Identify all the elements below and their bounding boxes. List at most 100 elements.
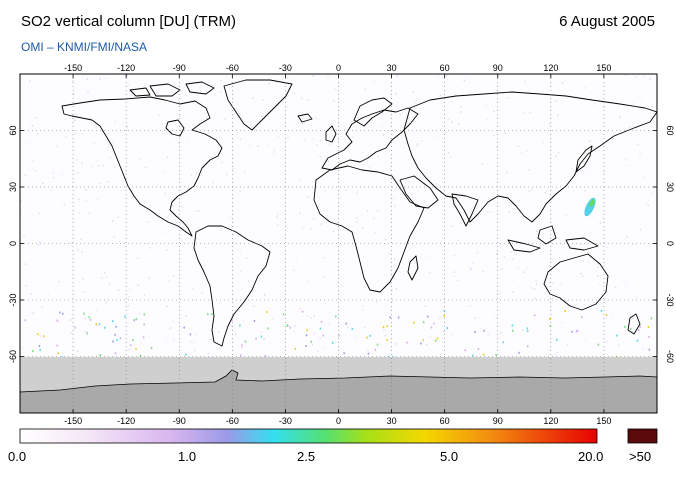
- noise-speck: [555, 100, 558, 102]
- noise-speck: [88, 118, 91, 120]
- noise-speck: [74, 132, 77, 135]
- europe-outline: [321, 107, 419, 171]
- noise-speck: [440, 316, 443, 319]
- noise-speck-south: [239, 324, 241, 327]
- noise-speck: [77, 249, 79, 251]
- noise-speck: [313, 218, 315, 220]
- noise-speck: [451, 333, 453, 335]
- noise-speck: [435, 183, 438, 185]
- noise-speck-south: [597, 343, 600, 346]
- noise-speck: [221, 161, 223, 164]
- noise-speck: [172, 275, 175, 278]
- colorbar-label-1: 1.0: [178, 449, 197, 464]
- noise-speck: [575, 303, 578, 306]
- noise-speck: [324, 189, 327, 192]
- noise-speck: [474, 317, 476, 319]
- noise-speck: [585, 170, 588, 172]
- lat-label-left: -60: [8, 350, 18, 363]
- coastlines: [61, 79, 657, 347]
- noise-speck: [239, 138, 242, 141]
- lon-label-top: -150: [64, 63, 82, 73]
- noise-speck: [319, 155, 322, 157]
- noise-speck: [81, 162, 83, 165]
- lon-label-bottom: 120: [543, 416, 558, 426]
- noise-speck-south: [576, 329, 579, 332]
- noise-speck-south: [474, 330, 476, 333]
- noise-speck: [264, 294, 266, 297]
- noise-speck: [597, 263, 599, 265]
- noise-speck: [502, 92, 504, 95]
- noise-speck: [235, 333, 237, 336]
- noise-speck: [394, 204, 396, 207]
- noise-speck: [99, 78, 101, 80]
- noise-speck-south: [366, 336, 368, 339]
- arctic-islands-2: [185, 81, 215, 95]
- noise-speck: [247, 280, 250, 282]
- noise-speck-south: [86, 332, 88, 335]
- noise-speck-south: [306, 329, 308, 332]
- noise-speck: [287, 136, 289, 139]
- noise-speck: [109, 156, 111, 159]
- noise-speck-south: [115, 325, 117, 328]
- noise-speck: [81, 251, 83, 254]
- noise-speck: [504, 132, 506, 134]
- hudson-bay: [165, 119, 185, 137]
- noise-speck: [561, 82, 563, 85]
- noise-speck: [82, 278, 84, 280]
- noise-speck-south: [420, 342, 422, 345]
- noise-speck: [503, 256, 505, 258]
- noise-speck-south: [430, 326, 433, 329]
- noise-speck: [434, 136, 436, 138]
- noise-speck: [556, 351, 558, 354]
- scandinavia: [353, 97, 393, 127]
- noise-speck: [457, 123, 460, 125]
- noise-speck: [603, 106, 605, 109]
- noise-speck: [546, 93, 548, 95]
- noise-speck: [164, 231, 166, 234]
- noise-speck: [382, 134, 385, 136]
- noise-speck: [299, 307, 302, 310]
- noise-speck: [174, 219, 177, 222]
- noise-speck-south: [56, 319, 59, 322]
- noise-speck: [287, 227, 289, 230]
- noise-speck: [327, 160, 330, 162]
- noise-speck-south: [406, 341, 408, 344]
- noise-speck: [649, 78, 651, 80]
- noise-speck: [302, 215, 304, 217]
- noise-speck-south: [119, 337, 122, 340]
- noise-speck-south: [526, 327, 528, 330]
- lat-label-right: 60: [665, 125, 675, 135]
- noise-speck: [232, 167, 235, 170]
- noise-speck: [361, 309, 364, 311]
- noise-speck: [105, 77, 107, 80]
- noise-speck: [64, 119, 67, 121]
- noise-speck: [195, 333, 198, 336]
- noise-speck: [295, 261, 297, 263]
- noise-speck: [548, 123, 551, 126]
- noise-speck: [469, 305, 471, 307]
- noise-speck: [510, 251, 513, 253]
- noise-speck: [166, 305, 168, 308]
- noise-speck: [276, 104, 279, 106]
- noise-speck: [525, 149, 528, 152]
- noise-speck-south: [647, 325, 650, 328]
- noise-speck: [609, 186, 611, 189]
- noise-speck: [399, 113, 401, 116]
- noise-speck: [277, 224, 279, 226]
- noise-speck: [185, 315, 187, 317]
- noise-speck: [456, 279, 459, 282]
- noise-speck-south: [264, 354, 267, 357]
- noise-speck: [544, 191, 547, 194]
- noise-speck: [157, 183, 159, 186]
- noise-speck: [126, 74, 128, 77]
- noise-speck: [457, 239, 459, 242]
- noise-speck: [336, 222, 338, 225]
- noise-speck: [445, 131, 447, 134]
- noise-speck: [534, 297, 537, 300]
- noise-speck-south: [139, 354, 142, 357]
- noise-speck: [331, 188, 333, 190]
- noise-speck: [84, 317, 86, 320]
- noise-speck: [318, 196, 321, 199]
- noise-speck: [103, 271, 106, 274]
- noise-speck: [453, 275, 455, 278]
